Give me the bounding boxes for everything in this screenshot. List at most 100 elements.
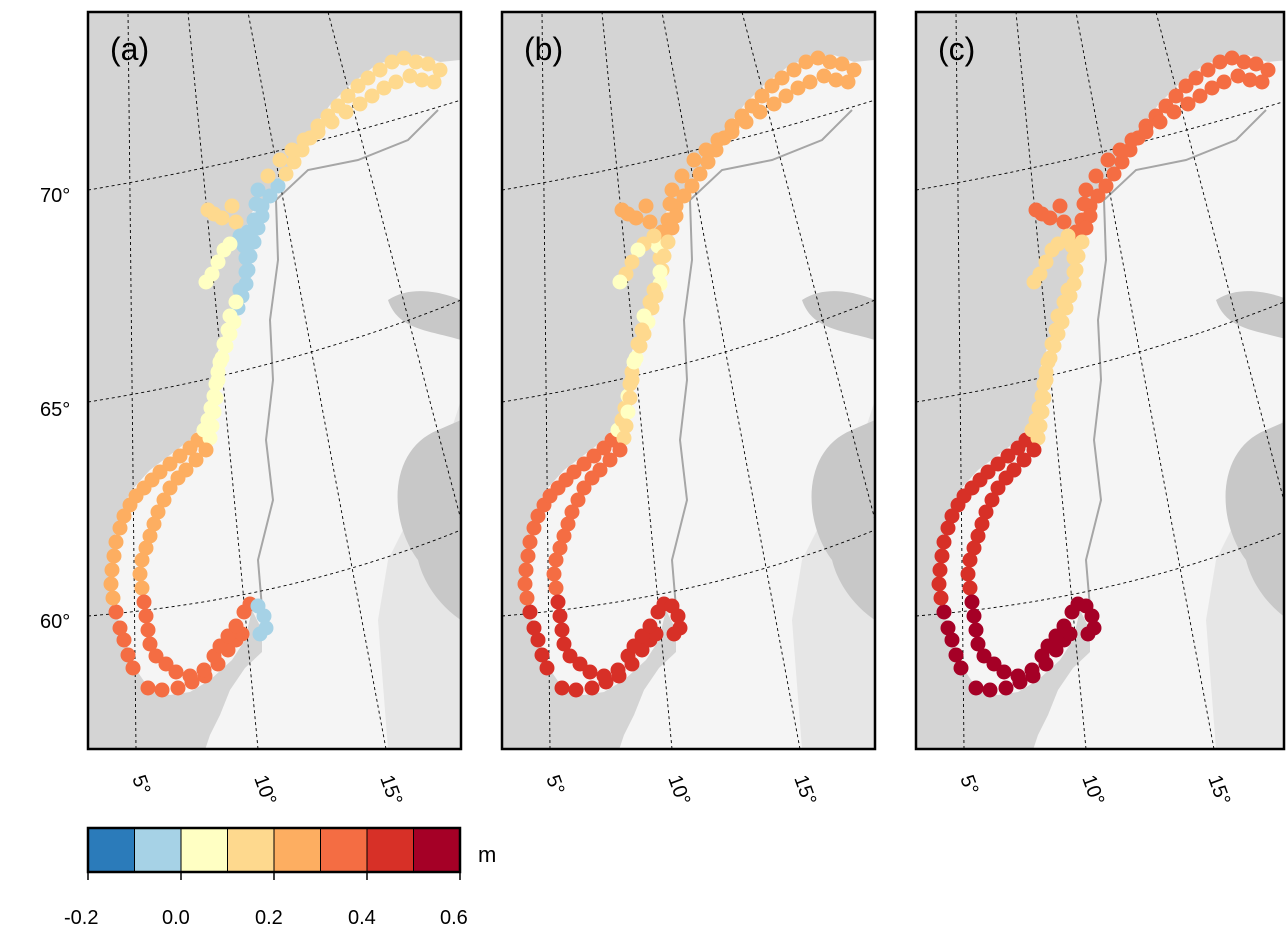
station-marker	[228, 294, 244, 310]
station-marker	[210, 254, 226, 270]
station-marker	[646, 282, 662, 298]
station-marker	[1216, 74, 1232, 90]
lon-tick: 15°	[375, 772, 406, 808]
station-marker	[982, 682, 998, 698]
station-marker	[210, 372, 226, 388]
station-marker	[140, 622, 156, 638]
station-marker	[572, 656, 588, 672]
station-marker	[250, 182, 266, 198]
station-marker	[614, 202, 630, 218]
lon-tick: 10°	[663, 772, 694, 808]
station-marker	[840, 74, 856, 90]
station-marker	[936, 604, 952, 620]
station-marker	[310, 124, 326, 140]
station-marker	[138, 540, 154, 556]
station-marker	[1060, 228, 1076, 244]
station-marker	[278, 166, 294, 182]
station-marker	[1066, 264, 1082, 280]
station-marker	[962, 580, 978, 596]
panel-label: (c)	[938, 31, 975, 67]
station-marker	[132, 566, 148, 582]
station-marker	[1074, 234, 1090, 250]
station-marker	[1048, 628, 1064, 644]
station-marker	[668, 208, 684, 224]
inlet	[802, 291, 875, 340]
station-marker	[552, 608, 568, 624]
station-marker	[1260, 62, 1276, 78]
station-marker	[596, 668, 612, 684]
station-marker	[646, 228, 662, 244]
station-marker	[1050, 308, 1066, 324]
station-marker	[432, 62, 448, 78]
station-marker	[1052, 198, 1068, 214]
station-marker	[220, 628, 236, 644]
station-marker	[228, 214, 244, 230]
station-marker	[966, 608, 982, 624]
station-marker	[626, 638, 642, 654]
station-marker	[1112, 142, 1128, 158]
station-marker	[1212, 54, 1228, 70]
station-marker	[1044, 242, 1060, 258]
station-marker	[518, 562, 534, 578]
station-marker	[1180, 96, 1196, 112]
station-marker	[156, 492, 172, 508]
station-marker	[1030, 430, 1046, 446]
station-marker	[566, 464, 582, 480]
station-marker	[612, 274, 628, 290]
station-marker	[228, 618, 244, 634]
colorbar-bin	[180, 827, 228, 873]
station-marker	[104, 562, 120, 578]
station-marker	[968, 680, 984, 696]
colorbar-bin	[320, 827, 368, 873]
station-marker	[248, 196, 264, 212]
station-marker	[642, 214, 658, 230]
station-marker	[252, 626, 268, 642]
station-marker	[1078, 182, 1094, 198]
lon-tick: 5°	[955, 772, 982, 797]
station-marker	[953, 660, 969, 676]
station-marker	[602, 452, 618, 468]
station-marker	[846, 62, 862, 78]
station-marker	[1040, 638, 1056, 654]
station-markers	[103, 50, 448, 698]
lon-tick: 10°	[1077, 772, 1108, 808]
station-marker	[350, 78, 366, 94]
station-marker	[1080, 626, 1096, 642]
station-marker	[933, 590, 949, 606]
station-marker	[1124, 132, 1140, 148]
station-marker	[1028, 202, 1044, 218]
colorbar-bin	[227, 827, 275, 873]
station-marker	[624, 254, 640, 270]
station-marker	[116, 632, 132, 648]
station-marker	[396, 50, 412, 66]
station-marker	[402, 68, 418, 84]
station-marker	[948, 647, 964, 663]
station-marker	[1100, 152, 1116, 168]
country-border	[256, 109, 439, 621]
station-marker	[584, 470, 600, 486]
map-panel-b: (b) 5° 10° 15°	[500, 10, 877, 808]
station-marker	[548, 552, 564, 568]
panel-frame	[86, 10, 463, 751]
station-marker	[774, 70, 790, 86]
station-marker	[108, 604, 124, 620]
station-marker	[1242, 72, 1258, 88]
station-marker	[710, 132, 726, 148]
colorbar-tick-0.6: 0.6	[440, 907, 468, 929]
station-marker	[964, 594, 980, 610]
station-marker	[204, 418, 220, 434]
station-marker	[934, 548, 950, 564]
station-marker	[1200, 62, 1216, 78]
station-marker	[822, 54, 838, 70]
station-marker	[984, 492, 1000, 508]
station-marker	[134, 580, 150, 596]
station-marker	[1056, 294, 1072, 310]
station-marker	[202, 430, 218, 446]
station-marker	[408, 54, 424, 70]
station-marker	[1152, 114, 1168, 130]
station-marker	[238, 264, 254, 280]
station-marker	[1010, 668, 1026, 684]
station-marker	[376, 80, 392, 96]
lon-tick: 10°	[249, 772, 280, 808]
station-marker	[976, 648, 992, 664]
